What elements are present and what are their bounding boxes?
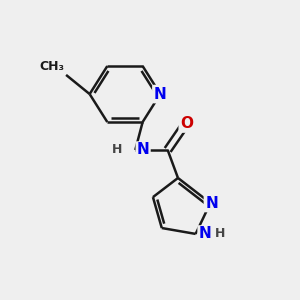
Text: CH₃: CH₃: [40, 60, 64, 74]
Text: O: O: [180, 116, 193, 131]
Text: N: N: [154, 87, 167, 102]
Text: H: H: [215, 227, 225, 240]
Text: N: N: [137, 142, 149, 158]
Text: N: N: [206, 196, 218, 211]
Text: H: H: [112, 143, 122, 157]
Text: N: N: [199, 226, 211, 242]
